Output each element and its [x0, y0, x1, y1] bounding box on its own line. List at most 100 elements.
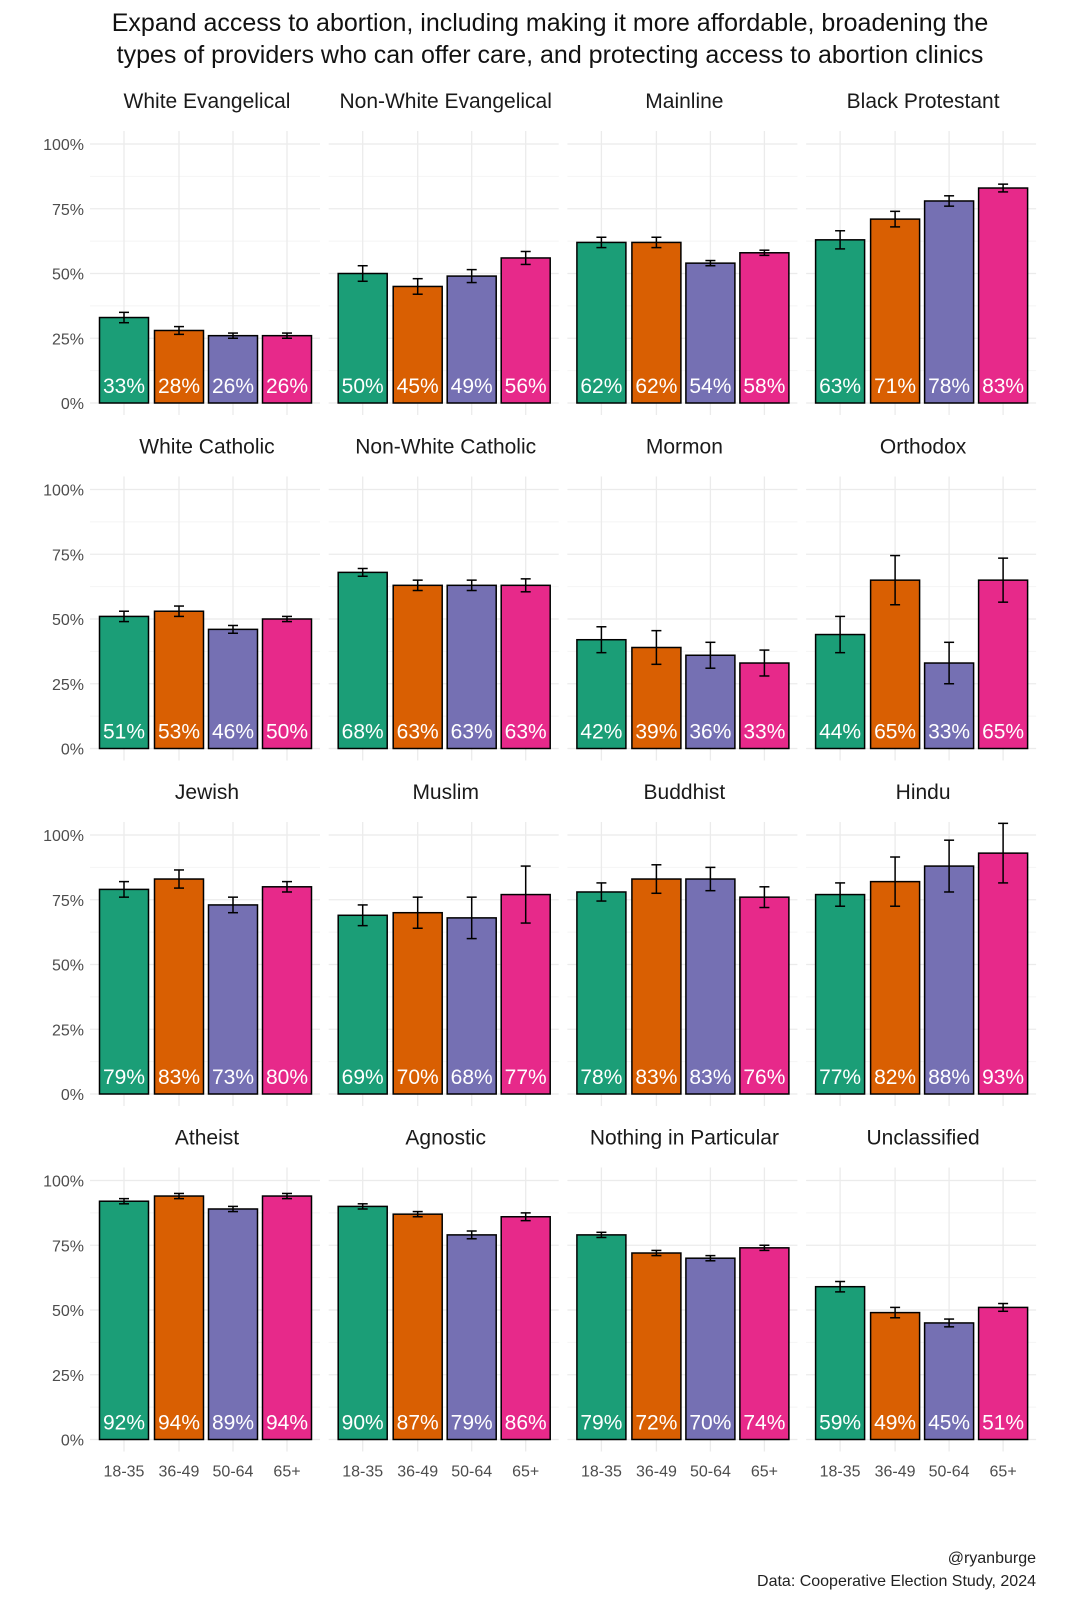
- y-tick-label: 25%: [52, 1368, 84, 1385]
- bar-value-label: 33%: [743, 721, 785, 744]
- bar-value-label: 63%: [819, 375, 861, 398]
- bar-value-label: 65%: [982, 721, 1024, 744]
- x-tick-label: 36-49: [636, 1464, 677, 1481]
- bar-value-label: 86%: [505, 1412, 547, 1435]
- x-tick-label: 18-35: [104, 1464, 145, 1481]
- bar: [98, 888, 150, 1095]
- bar: [576, 1234, 627, 1441]
- bar-value-label: 72%: [635, 1412, 677, 1435]
- bar-value-label: 89%: [212, 1412, 254, 1435]
- x-tick-label: 65+: [512, 1464, 539, 1481]
- bar: [337, 1205, 388, 1441]
- bar: [207, 628, 259, 750]
- bar-value-label: 49%: [451, 375, 493, 398]
- bar: [814, 239, 866, 404]
- bar: [576, 891, 627, 1095]
- bar: [153, 610, 205, 750]
- bar: [739, 896, 790, 1095]
- bar: [923, 865, 975, 1095]
- y-tick-label: 100%: [43, 483, 84, 500]
- bar: [153, 1195, 205, 1441]
- bar: [685, 878, 736, 1095]
- bar: [337, 571, 388, 750]
- bar-value-label: 71%: [874, 375, 916, 398]
- bar-value-label: 82%: [874, 1066, 916, 1089]
- bar: [977, 852, 1029, 1095]
- bar-value-label: 63%: [397, 721, 439, 744]
- bar-value-label: 69%: [342, 1066, 384, 1089]
- bar-value-label: 45%: [397, 375, 439, 398]
- panels: White Evangelical 0% 25% 50% 75% 100% 33% 28% 26…: [43, 90, 1037, 1481]
- x-tick-label: 50-64: [451, 1464, 492, 1481]
- bar-value-label: 28%: [158, 375, 200, 398]
- bar-value-label: 36%: [689, 721, 731, 744]
- bar-value-label: 88%: [928, 1066, 970, 1089]
- bar: [392, 285, 443, 404]
- bar-value-label: 79%: [451, 1412, 493, 1435]
- bar: [500, 584, 551, 750]
- bar-value-label: 77%: [819, 1066, 861, 1089]
- bar: [261, 1195, 313, 1441]
- panel-strip-title: Nothing in Particular: [590, 1127, 779, 1150]
- y-tick-label: 100%: [43, 137, 84, 154]
- bar-value-label: 94%: [266, 1412, 308, 1435]
- bar: [207, 1208, 259, 1441]
- bar: [814, 1285, 866, 1441]
- panel-strip-title: Orthodox: [880, 436, 967, 459]
- x-tick-label: 65+: [273, 1464, 300, 1481]
- bar-value-label: 93%: [982, 1066, 1024, 1089]
- bar-value-label: 51%: [982, 1412, 1024, 1435]
- bar: [685, 262, 736, 404]
- bar: [446, 1234, 497, 1441]
- bar-value-label: 33%: [103, 375, 145, 398]
- bar-value-label: 74%: [743, 1412, 785, 1435]
- bar: [631, 878, 682, 1095]
- panel-strip-title: Mainline: [645, 90, 723, 113]
- bar: [446, 584, 497, 750]
- panel-strip-title: Hindu: [896, 781, 951, 804]
- x-tick-label: 18-35: [342, 1464, 383, 1481]
- bar-value-label: 39%: [635, 721, 677, 744]
- panel-strip-title: Mormon: [646, 436, 723, 459]
- bar: [923, 1322, 975, 1441]
- x-tick-label: 50-64: [213, 1464, 254, 1481]
- bar-value-label: 49%: [874, 1412, 916, 1435]
- bar-value-label: 83%: [982, 375, 1024, 398]
- bar-value-label: 79%: [103, 1066, 145, 1089]
- bar-value-label: 65%: [874, 721, 916, 744]
- panel-strip-title: White Catholic: [139, 436, 274, 459]
- bar: [261, 886, 313, 1095]
- bar: [685, 1257, 736, 1441]
- caption-source: Data: Cooperative Election Study, 2024: [757, 1573, 1036, 1590]
- bar: [500, 257, 551, 404]
- x-tick-label: 18-35: [581, 1464, 622, 1481]
- bar-value-label: 70%: [689, 1412, 731, 1435]
- panel-strip-title: Agnostic: [405, 1127, 486, 1150]
- bar: [869, 579, 921, 750]
- panel-non-white-catholic: Non-White Catholic 68% 63% 63% 63%: [328, 436, 559, 761]
- y-tick-label: 100%: [43, 828, 84, 845]
- bar-value-label: 59%: [819, 1412, 861, 1435]
- bar-value-label: 63%: [505, 721, 547, 744]
- bar: [631, 1252, 682, 1441]
- panel-strip-title: Buddhist: [644, 781, 726, 804]
- bar-value-label: 50%: [342, 375, 384, 398]
- bar: [869, 1311, 921, 1441]
- panel-unclassified: Unclassified 59% 18-35 49% 36-49 45% 50-64 51% 6…: [806, 1127, 1037, 1481]
- panel-strip-title: Jewish: [175, 781, 239, 804]
- bar: [576, 638, 627, 750]
- bar-value-label: 87%: [397, 1412, 439, 1435]
- bar: [923, 200, 975, 404]
- bar-value-label: 78%: [928, 375, 970, 398]
- chart-title-line-2: types of providers who can offer care, a…: [117, 41, 984, 69]
- panel-strip-title: White Evangelical: [124, 90, 291, 113]
- panel-mormon: Mormon 42% 39% 36% 33%: [567, 436, 798, 761]
- panel-strip-title: Atheist: [175, 1127, 239, 1150]
- bar: [977, 579, 1029, 750]
- y-tick-label: 75%: [52, 202, 84, 219]
- bar: [98, 1200, 150, 1441]
- caption-handle: @ryanburge: [948, 1550, 1036, 1567]
- panel-agnostic: Agnostic 90% 18-35 87% 36-49 79% 50-64 86% 65+: [328, 1127, 559, 1481]
- bar-value-label: 94%: [158, 1412, 200, 1435]
- bar-value-label: 76%: [743, 1066, 785, 1089]
